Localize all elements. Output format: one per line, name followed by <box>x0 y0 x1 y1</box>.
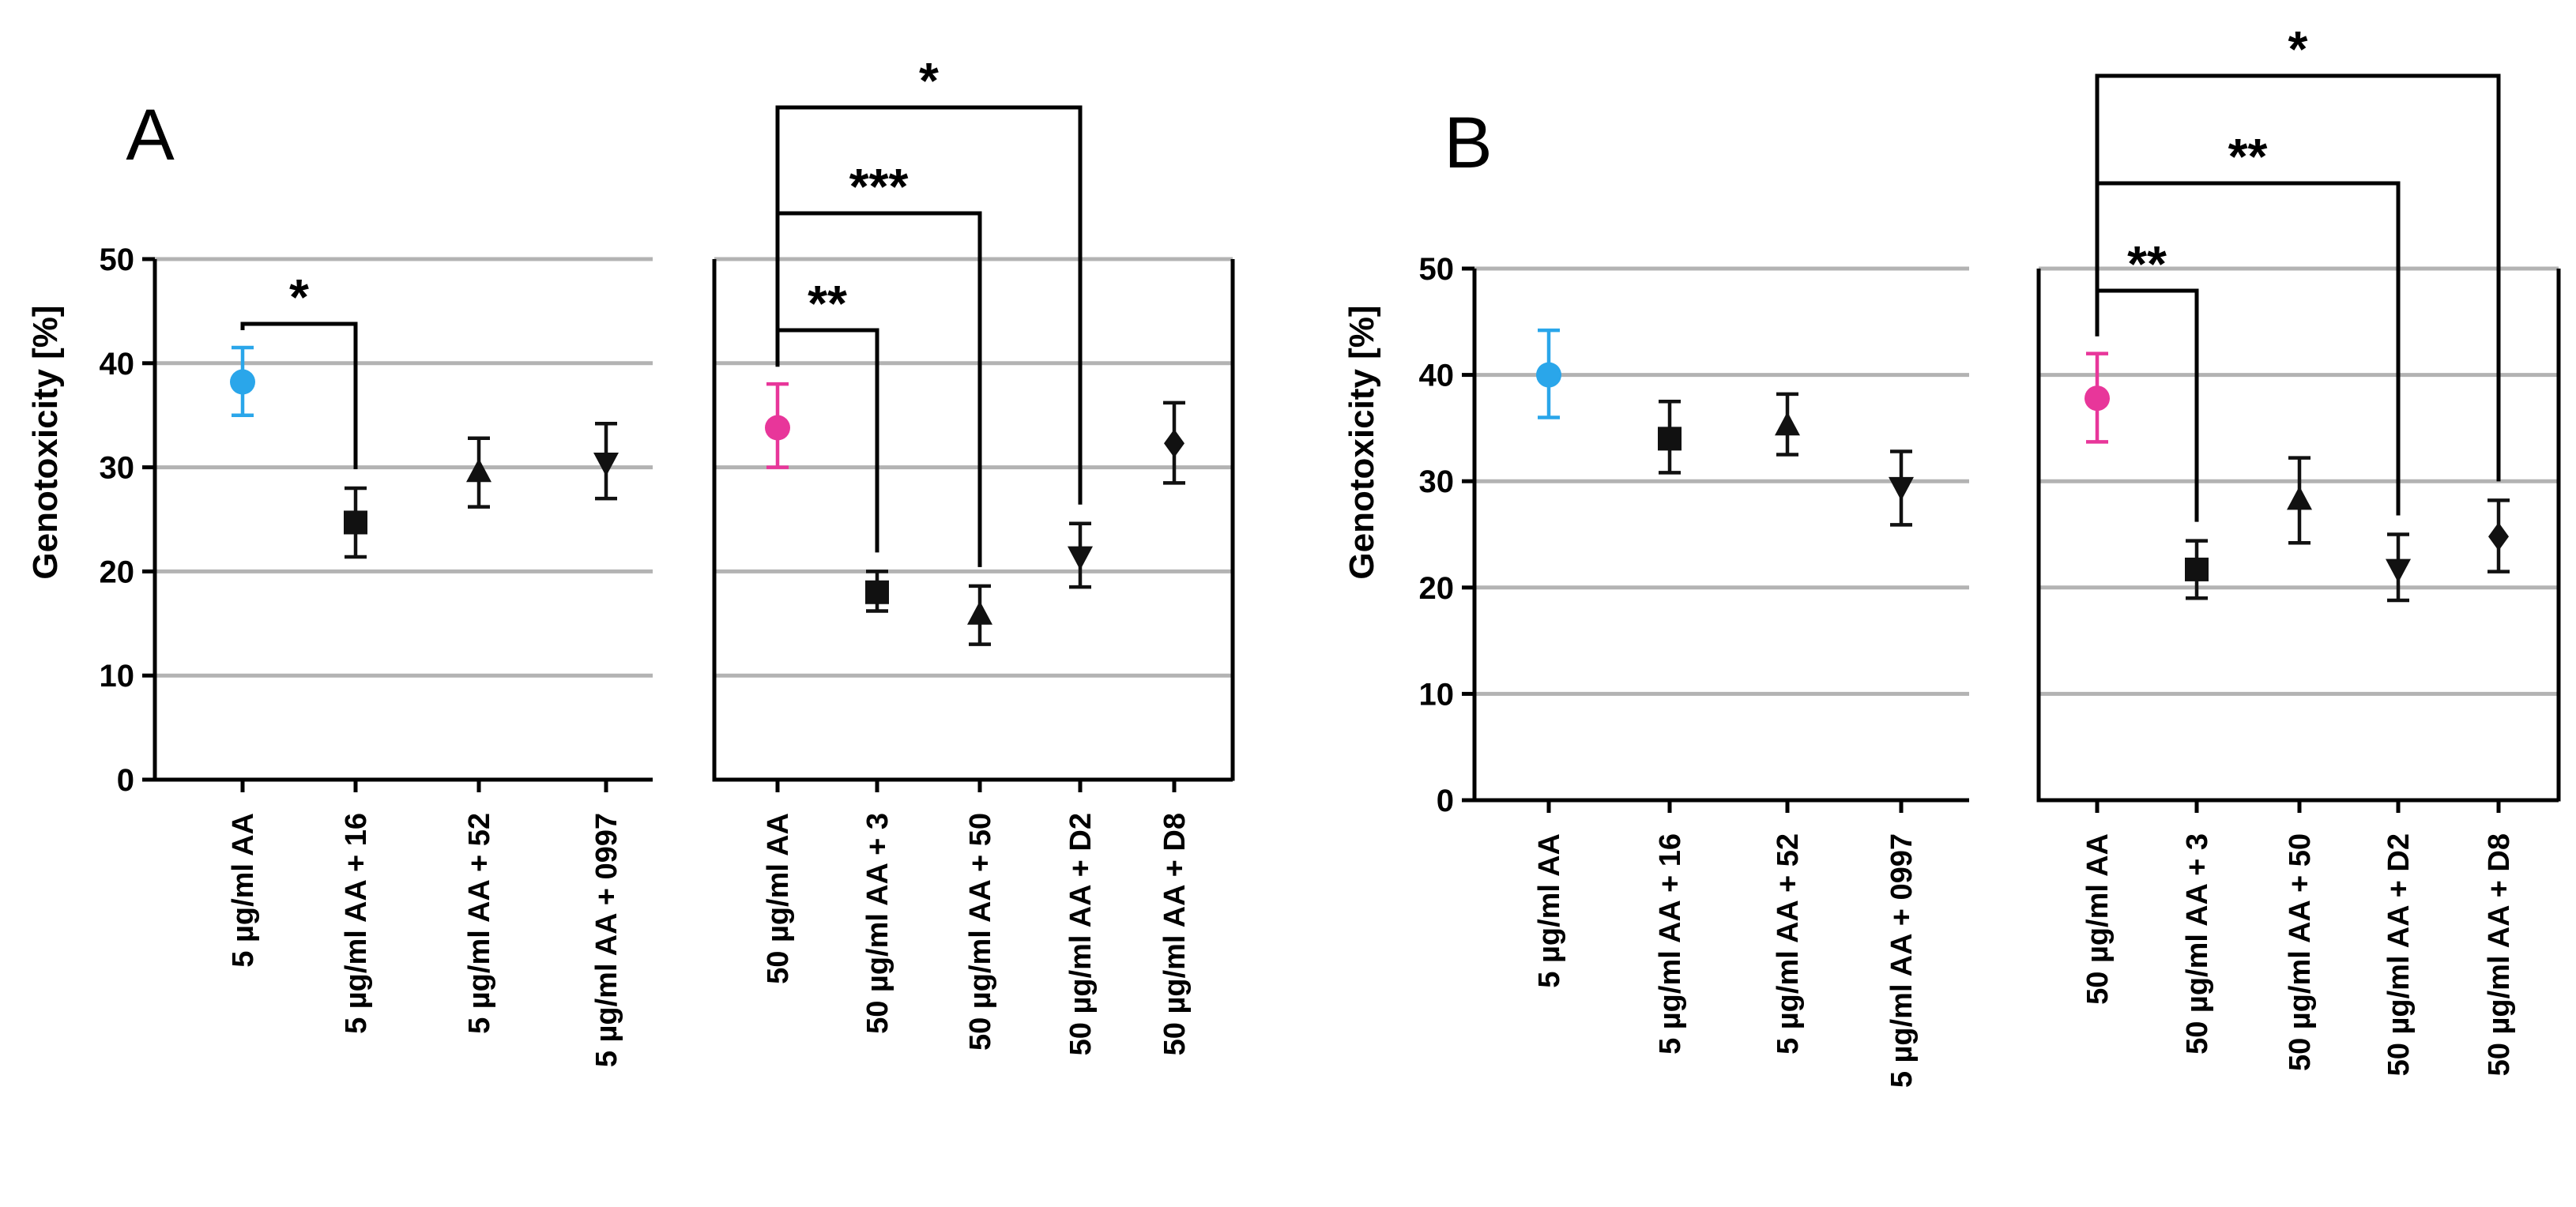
y-tick-label: 10 <box>1419 677 1455 712</box>
y-tick-label: 10 <box>100 659 135 694</box>
data-point-diamond <box>1164 429 1184 458</box>
bracket-line <box>2095 181 2401 516</box>
x-category-label: 5 µg/ml AA + 0997 <box>1885 833 1919 1088</box>
y-tick-label: 20 <box>1419 571 1455 606</box>
bracket-line <box>2095 73 2501 482</box>
data-point-triangle-down <box>2386 558 2411 583</box>
significance-bracket: * <box>240 269 358 469</box>
x-category-label: 5 µg/ml AA + 16 <box>1654 833 1687 1055</box>
subplot-group: 50 µg/ml AA 50 µg/ml AA + 3 50 µg/ml AA + … <box>2036 21 2561 1076</box>
y-tick-label: 0 <box>1437 784 1454 818</box>
data-point-triangle-down <box>593 453 619 477</box>
x-category-label: 5 µg/ml AA + 16 <box>340 813 373 1034</box>
data-point-circle <box>765 415 790 441</box>
significance-label: ** <box>2127 235 2167 292</box>
data-point-square <box>344 510 367 535</box>
data-point-triangle-up <box>967 600 992 625</box>
significance-label: ** <box>2228 128 2268 185</box>
y-axis-label: Genotoxicity [%] <box>1343 305 1381 579</box>
panel-letter: B <box>1444 103 1492 183</box>
data-point-square <box>1658 427 1682 451</box>
x-category-label: 50 µg/ml AA + 3 <box>2181 833 2214 1055</box>
bracket-line <box>240 321 358 469</box>
x-category-label: 50 µg/ml AA <box>762 813 795 984</box>
significance-bracket: ** <box>2095 128 2401 516</box>
panel-letter: A <box>126 95 175 175</box>
y-tick-label: 50 <box>1419 252 1455 287</box>
x-category-label: 5 µg/ml AA <box>227 813 260 968</box>
x-category-label: 5 µg/ml AA + 52 <box>463 813 496 1034</box>
significance-label: *** <box>849 158 909 215</box>
x-category-label: 50 µg/ml AA + 50 <box>2284 833 2317 1071</box>
data-point-triangle-up <box>2287 486 2312 510</box>
significance-bracket: * <box>775 52 1083 505</box>
x-category-label: 50 µg/ml AA + D8 <box>2483 833 2516 1076</box>
data-point-triangle-down <box>1889 476 1914 501</box>
significance-bracket: ** <box>2095 235 2199 522</box>
data-point-triangle-up <box>466 458 491 483</box>
subplot-group: 5 µg/ml AA 5 µg/ml AA + 16 5 µg/ml AA + 52… <box>1462 266 1969 1088</box>
x-category-label: 5 µg/ml AA + 0997 <box>590 813 623 1067</box>
x-category-label: 50 µg/ml AA + D2 <box>1064 813 1098 1055</box>
significance-bracket: * <box>2095 21 2501 482</box>
x-category-label: 50 µg/ml AA + D2 <box>2382 833 2416 1076</box>
data-point-square <box>2185 557 2209 581</box>
significance-bracket: ** <box>775 275 879 553</box>
data-point-triangle-down <box>1068 546 1093 570</box>
bracket-line <box>2095 288 2199 522</box>
significance-label: * <box>289 269 309 325</box>
data-point-circle <box>230 369 255 395</box>
significance-label: ** <box>808 275 847 332</box>
bracket-line <box>775 105 1083 505</box>
data-point-diamond <box>2488 522 2509 551</box>
y-tick-label: 40 <box>100 347 135 382</box>
subplot-group: 5 µg/ml AA 5 µg/ml AA + 16 5 µg/ml AA + 52… <box>142 257 653 1067</box>
x-category-label: 50 µg/ml AA <box>2081 833 2115 1005</box>
x-category-label: 5 µg/ml AA + 52 <box>1772 833 1805 1055</box>
data-point-circle <box>1536 362 1561 388</box>
y-tick-label: 40 <box>1419 359 1455 393</box>
data-point-square <box>865 580 889 604</box>
y-tick-label: 30 <box>1419 464 1455 499</box>
x-category-label: 50 µg/ml AA + 3 <box>861 813 894 1034</box>
y-tick-label: 0 <box>117 763 134 798</box>
x-category-label: 50 µg/ml AA + D8 <box>1158 813 1192 1055</box>
data-point-circle <box>2085 385 2110 412</box>
data-point-triangle-up <box>1775 412 1800 436</box>
y-tick-label: 30 <box>100 451 135 486</box>
x-category-label: 50 µg/ml AA + 50 <box>964 813 997 1051</box>
subplot-group: 50 µg/ml AA 50 µg/ml AA + 3 50 µg/ml AA + … <box>712 52 1235 1055</box>
significance-label: * <box>919 52 939 109</box>
y-tick-label: 20 <box>100 555 135 589</box>
y-tick-label: 50 <box>100 243 135 277</box>
significance-label: * <box>2288 21 2308 77</box>
y-axis-label: Genotoxicity [%] <box>26 305 65 579</box>
x-category-label: 5 µg/ml AA <box>1533 833 1566 988</box>
